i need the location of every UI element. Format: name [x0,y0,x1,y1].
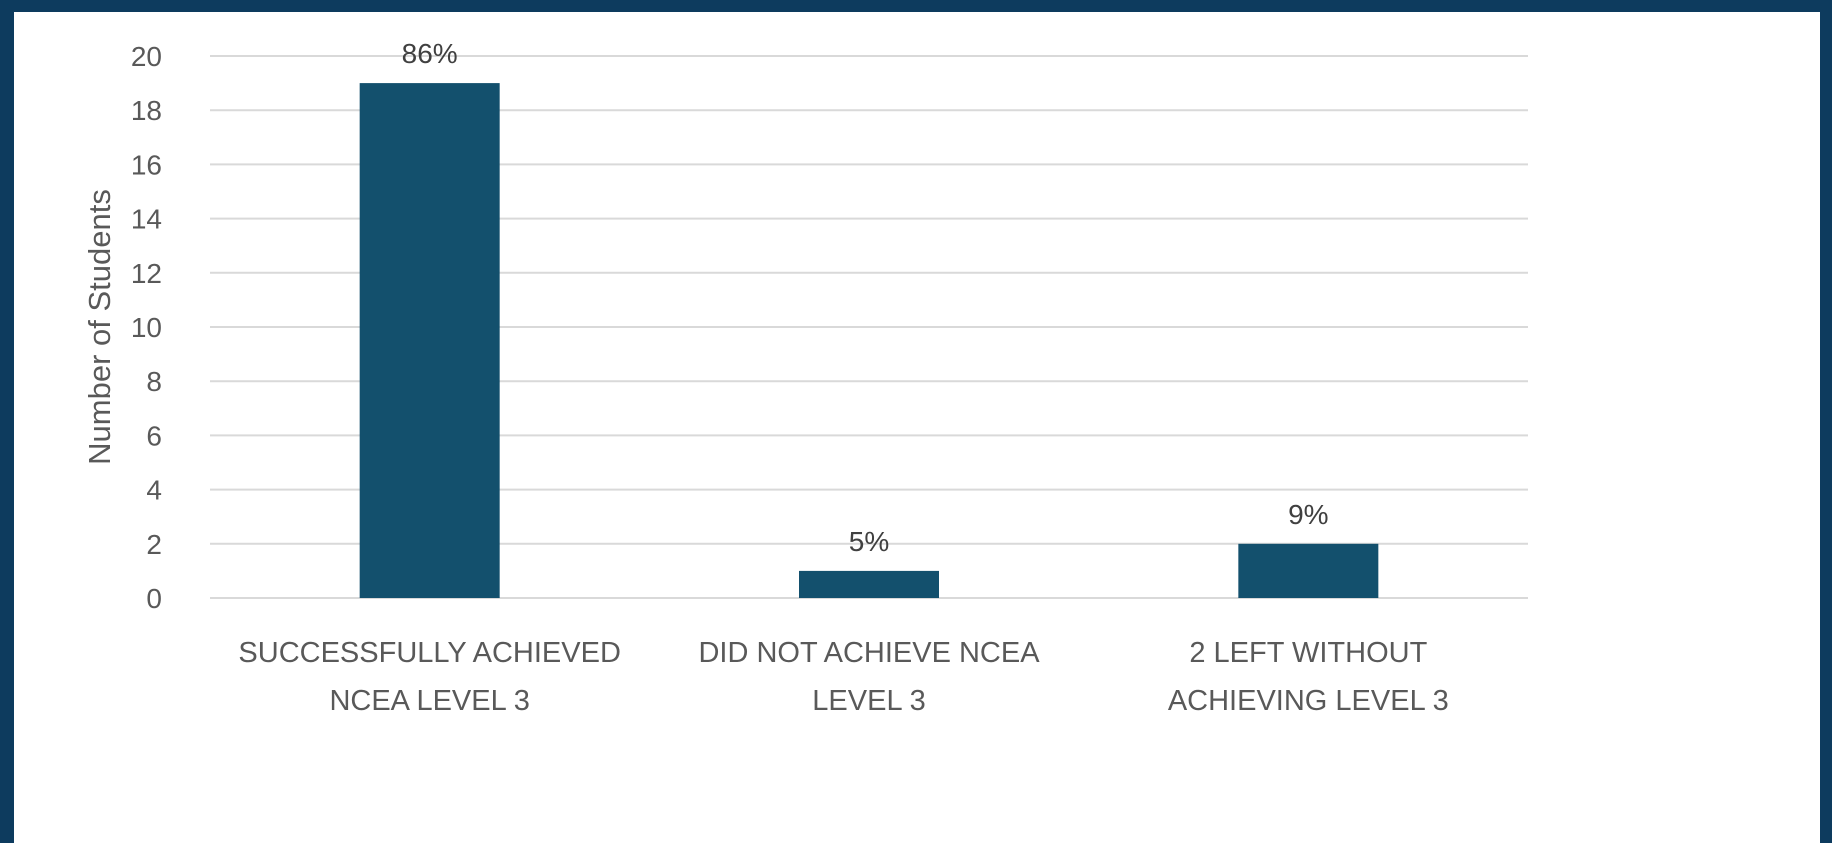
data-labels: 86% 5% 9% [402,38,1329,557]
bar [359,83,500,599]
category-label: NCEA LEVEL 3 [329,685,529,717]
y-tick-label: 2 [146,529,162,560]
y-tick-label: 0 [146,583,162,614]
category-label: DID NOT ACHIEVE NCEA [698,637,1040,669]
y-tick-label: 16 [131,149,162,180]
category-label: ACHIEVING LEVEL 3 [1168,685,1449,717]
data-label: 5% [849,526,889,557]
bars [359,83,1379,599]
y-tick-label: 20 [131,41,162,72]
chart-frame: 0 2 4 6 8 10 12 14 16 18 20 86% 5% 9% SUCCESSFULLY A… [14,12,1820,843]
y-tick-label: 12 [131,258,162,289]
y-axis-ticks: 0 2 4 6 8 10 12 14 16 18 20 [131,41,162,614]
bar [799,570,939,598]
data-label: 86% [402,38,458,69]
y-axis-title: Number of Students [82,189,117,465]
y-tick-label: 18 [131,95,162,126]
category-labels: SUCCESSFULLY ACHIEVED NCEA LEVEL 3 DID NOT… [238,637,1448,717]
y-tick-label: 6 [146,420,162,451]
category-label: 2 LEFT WITHOUT [1189,637,1427,669]
y-tick-label: 14 [131,204,162,235]
bar [1238,543,1379,598]
data-label: 9% [1288,499,1328,530]
category-label: LEVEL 3 [812,685,925,717]
category-label: SUCCESSFULLY ACHIEVED [238,637,621,669]
y-tick-label: 8 [146,366,162,397]
bar-chart: 0 2 4 6 8 10 12 14 16 18 20 86% 5% 9% SUCCESSFULLY A… [82,38,1528,717]
y-tick-label: 4 [146,475,162,506]
y-tick-label: 10 [131,312,162,343]
